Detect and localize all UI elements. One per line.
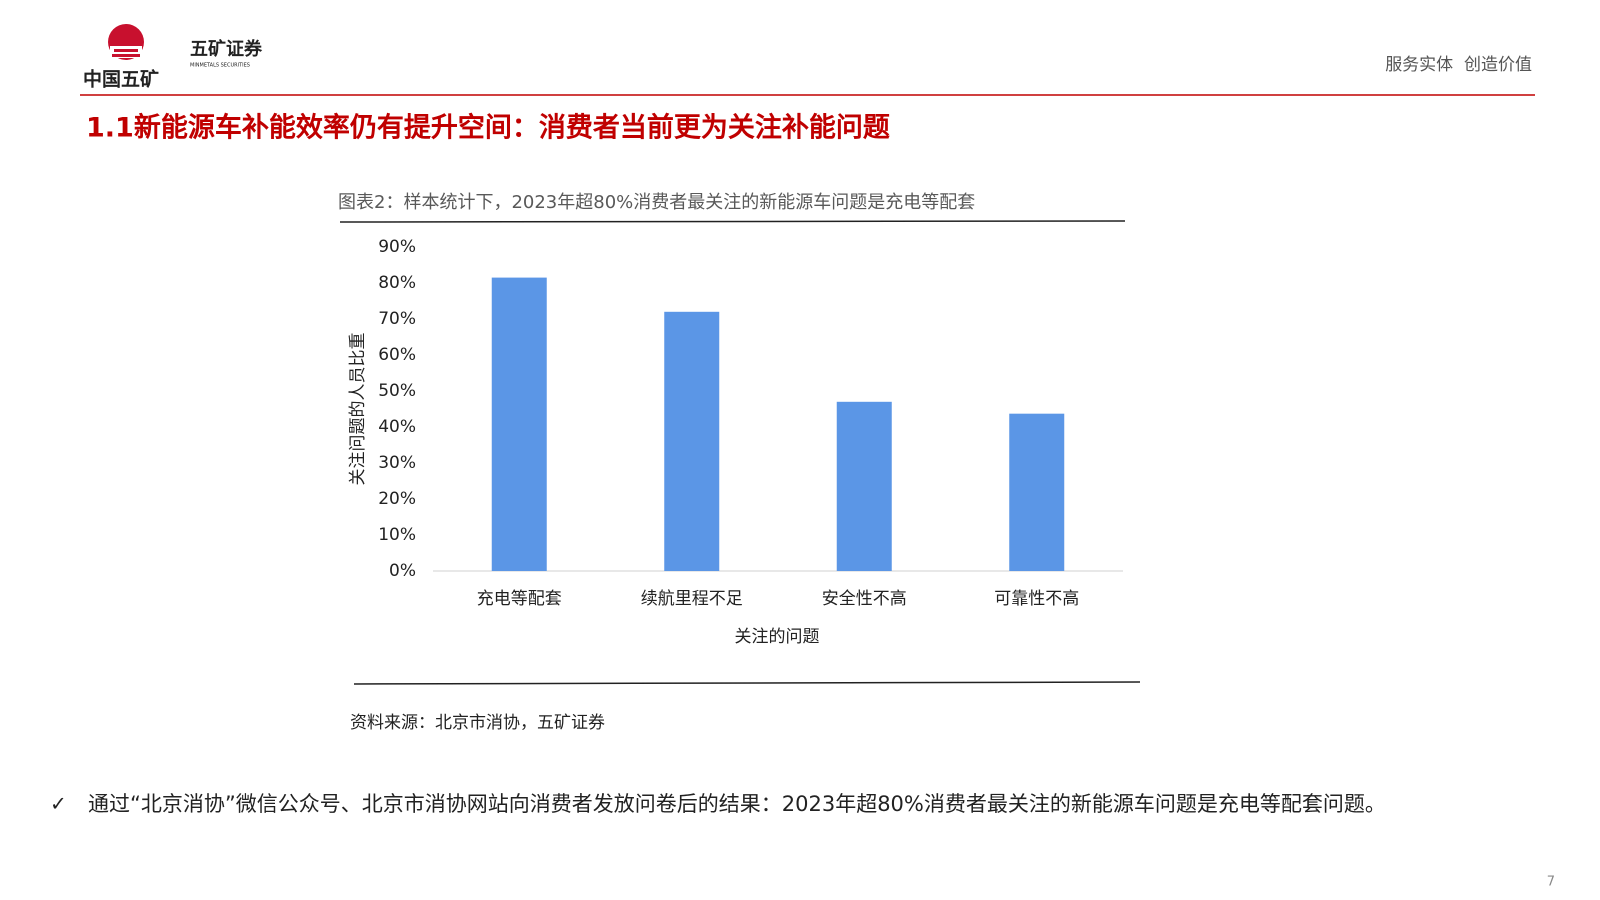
y-tick-label: 70% [378,309,416,329]
bar [664,311,720,571]
x-axis-title: 关注的问题 [735,627,820,647]
y-tick-label: 90% [378,237,416,257]
y-tick-label: 0% [389,561,416,581]
y-tick-label: 80% [378,273,416,293]
y-tick-label: 30% [378,453,416,473]
check-icon: ✓ [50,792,67,816]
source-rule [353,681,1141,685]
y-tick-label: 60% [378,345,416,365]
brand: 五矿证券 [190,38,263,60]
x-tick-label: 可靠性不高 [994,589,1079,609]
y-axis-title: 关注问题的人员比重 [348,333,368,486]
x-tick-label: 安全性不高 [822,589,907,609]
logo-text: 中国五矿 [83,68,159,91]
slide-title: 1.1新能源车补能效率仍有提升空间：消费者当前更为关注补能问题 [86,112,890,144]
bullet-text: 通过“北京消协”微信公众号、北京市消协网站向消费者发放问卷后的结果：2023年超… [88,792,1386,816]
y-tick-label: 10% [378,525,416,545]
bar [836,401,892,571]
caption-rule [339,220,1126,223]
source: 资料来源：北京市消协，五矿证券 [350,713,605,733]
y-tick-label: 50% [378,381,416,401]
y-tick-label: 20% [378,489,416,509]
brand-en: MINMETALS SECURITIES [190,63,250,69]
bar [491,277,547,571]
slogan: 服务实体 创造价值 [1385,55,1532,75]
logo-emblem [108,24,144,60]
x-tick-label: 充电等配套 [477,589,562,609]
chart-title: 图表2：样本统计下，2023年超80%消费者最关注的新能源车问题是充电等配套 [338,192,975,213]
bar [1009,413,1065,571]
x-tick-label: 续航里程不足 [641,589,743,609]
page-number: 7 [1547,875,1555,890]
plot: 0% 10% 20% 30% 40% 50% 60% 70% 80% 90% 充电等配套 续航里程不足… [378,237,1123,609]
y-tick-label: 40% [378,417,416,437]
